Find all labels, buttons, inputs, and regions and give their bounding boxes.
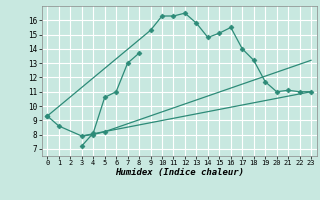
X-axis label: Humidex (Indice chaleur): Humidex (Indice chaleur) (115, 168, 244, 177)
